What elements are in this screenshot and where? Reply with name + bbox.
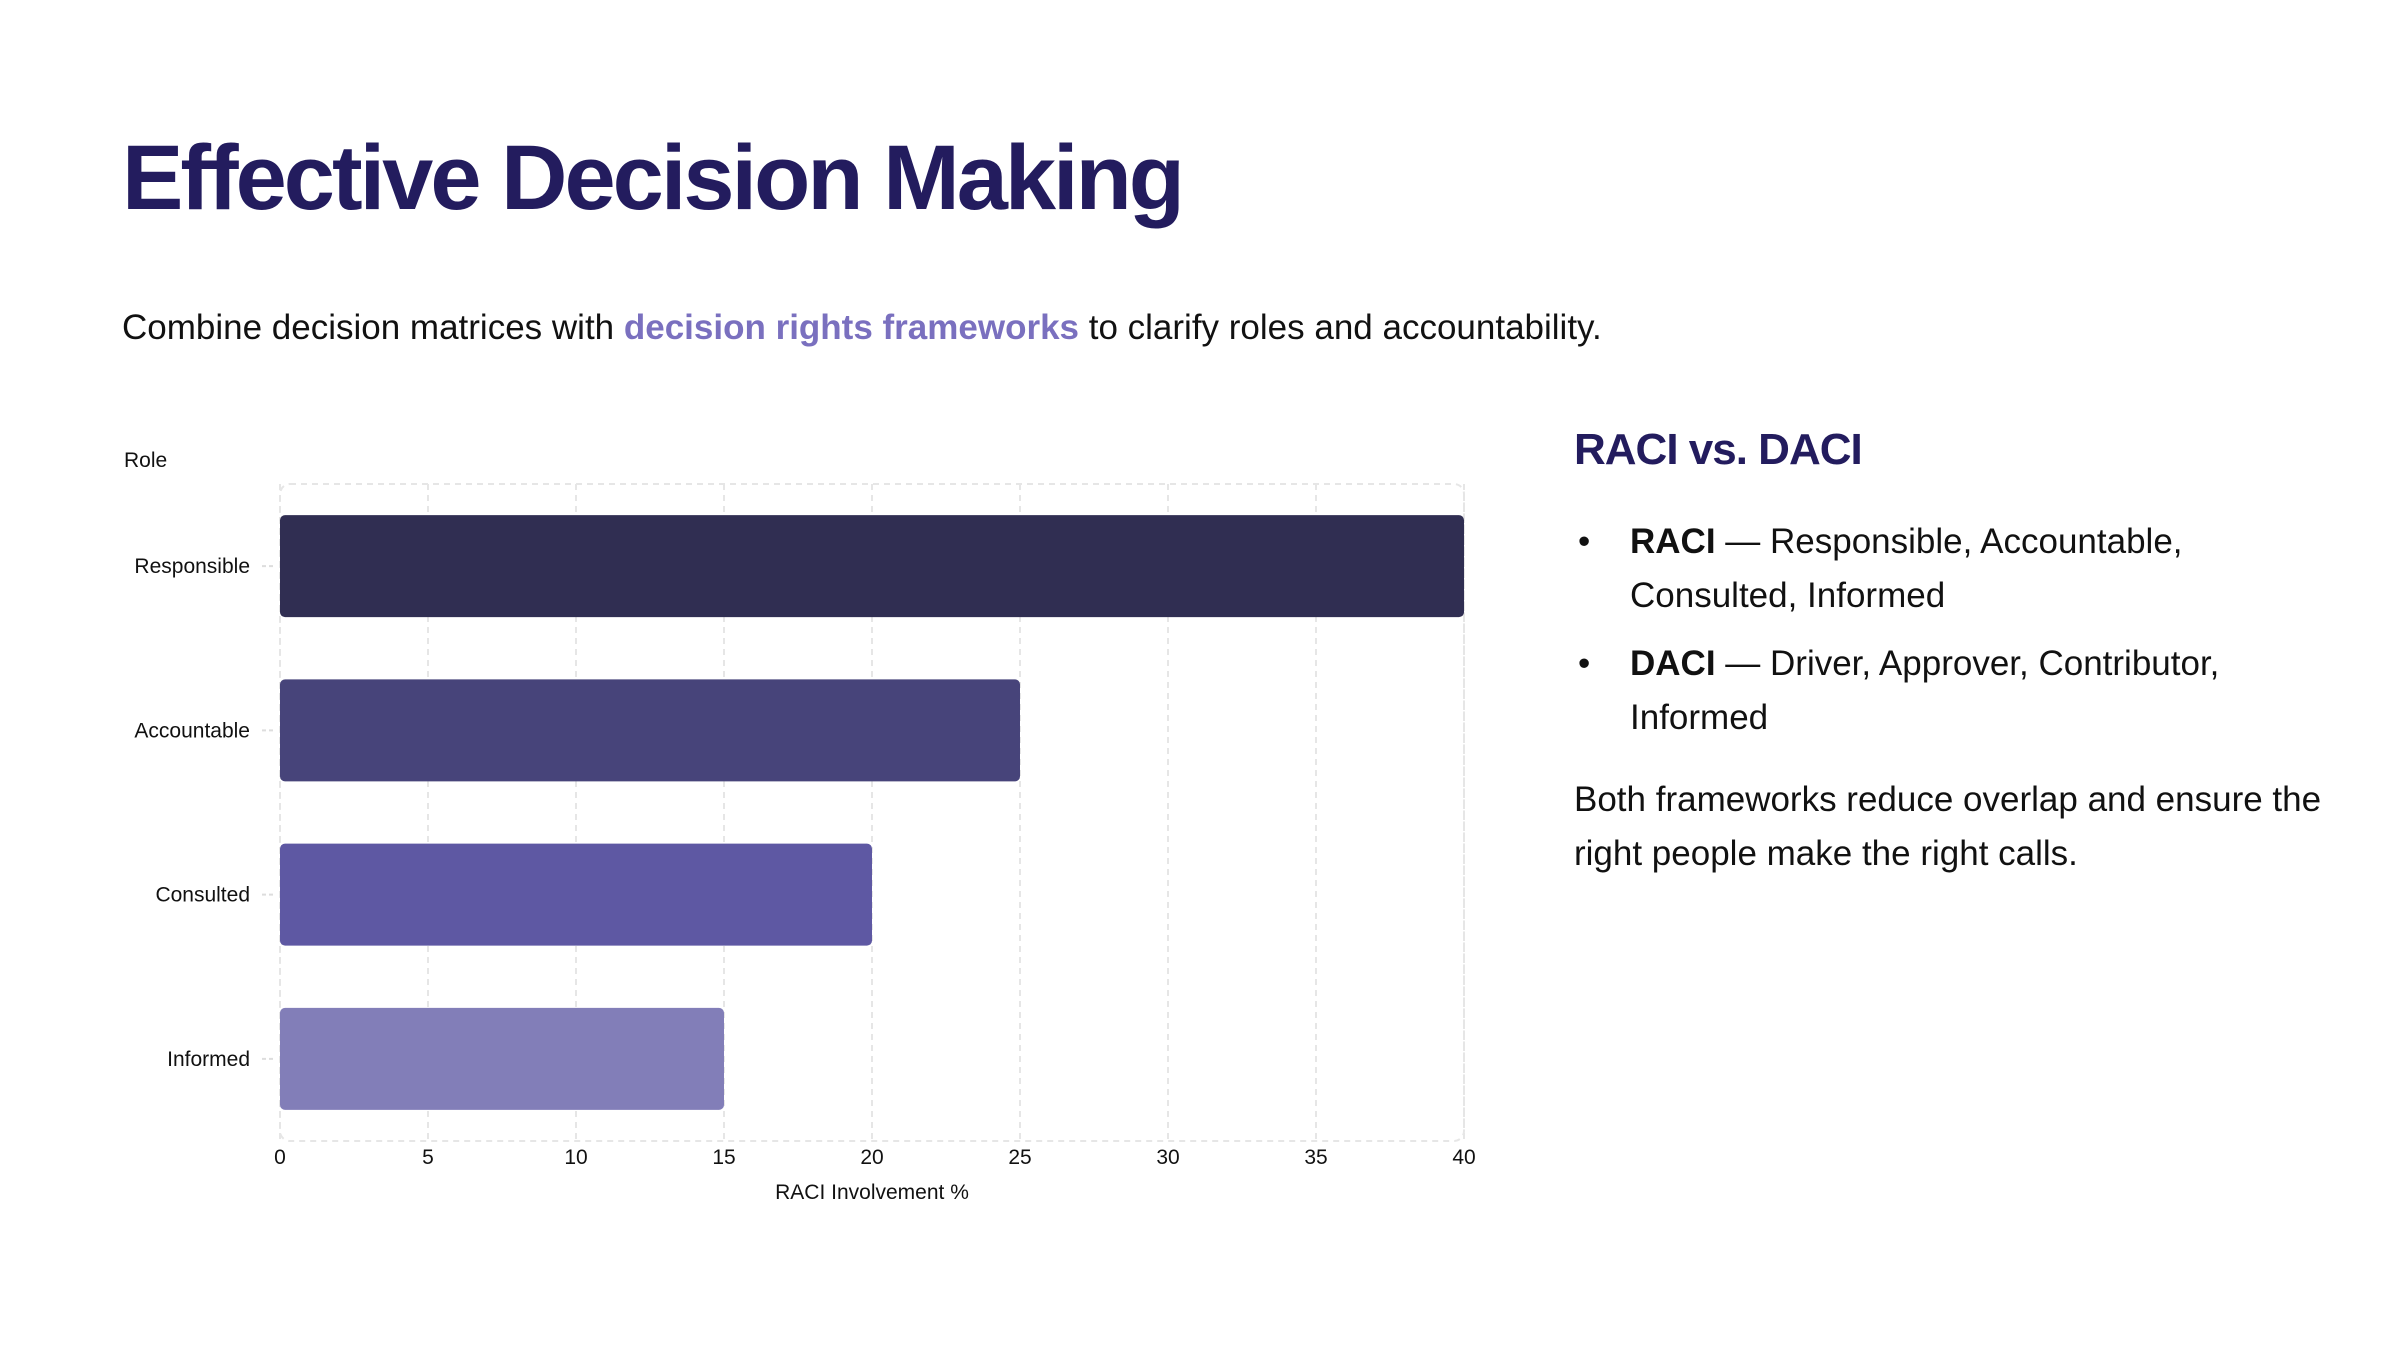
x-axis-label: RACI Involvement % xyxy=(775,1181,969,1204)
subtitle-text-end: to clarify roles and accountability. xyxy=(1079,308,1602,347)
x-tick-label: 10 xyxy=(564,1146,587,1169)
list-item-term: RACI xyxy=(1630,522,1716,561)
list-item: • DACI — Driver, Approver, Contributor, I… xyxy=(1578,637,2334,745)
list-item: • RACI — Responsible, Accountable, Consul… xyxy=(1578,515,2334,623)
x-tick-label: 35 xyxy=(1304,1146,1327,1169)
x-tick-label: 40 xyxy=(1452,1146,1475,1169)
bar-responsible xyxy=(280,515,1464,618)
y-tick-label: Consulted xyxy=(155,884,250,907)
list-item-text: — Driver, Approver, Contributor, Informe… xyxy=(1630,644,2220,737)
x-tick-label: 30 xyxy=(1156,1146,1179,1169)
plot-frame xyxy=(279,483,1465,1142)
subtitle-text: Combine decision matrices with xyxy=(122,308,624,347)
y-axis-label: Role xyxy=(124,449,167,472)
y-tick-label: Responsible xyxy=(134,555,250,578)
y-tick-label: Informed xyxy=(167,1048,250,1071)
list-item-text: — Responsible, Accountable, Consulted, I… xyxy=(1630,522,2183,615)
subtitle: Combine decision matrices with decision … xyxy=(122,308,1602,348)
side-paragraph: Both frameworks reduce overlap and ensur… xyxy=(1574,780,2322,873)
bullet-icon: • xyxy=(1578,644,1591,683)
x-tick-label: 15 xyxy=(712,1146,735,1169)
bar-informed xyxy=(280,1007,724,1110)
y-tick-label: Accountable xyxy=(134,719,250,742)
list-item-term: DACI xyxy=(1630,644,1716,683)
x-tick-label: 0 xyxy=(274,1146,286,1169)
x-tick-label: 5 xyxy=(422,1146,434,1169)
bar-consulted xyxy=(280,843,872,946)
subtitle-highlight: decision rights frameworks xyxy=(623,308,1080,347)
side-heading: RACI vs. DACI xyxy=(1574,425,1863,474)
bullet-icon: • xyxy=(1578,522,1591,561)
side-panel: RACI vs. DACI • RACI — Responsible, Accou… xyxy=(1574,425,2334,881)
x-tick-label: 25 xyxy=(1008,1146,1031,1169)
x-tick-label: 20 xyxy=(860,1146,883,1169)
bar-accountable xyxy=(280,679,1020,782)
framework-list: • RACI — Responsible, Accountable, Consul… xyxy=(1574,515,2334,745)
page-title: Effective Decision Making xyxy=(122,127,1185,229)
